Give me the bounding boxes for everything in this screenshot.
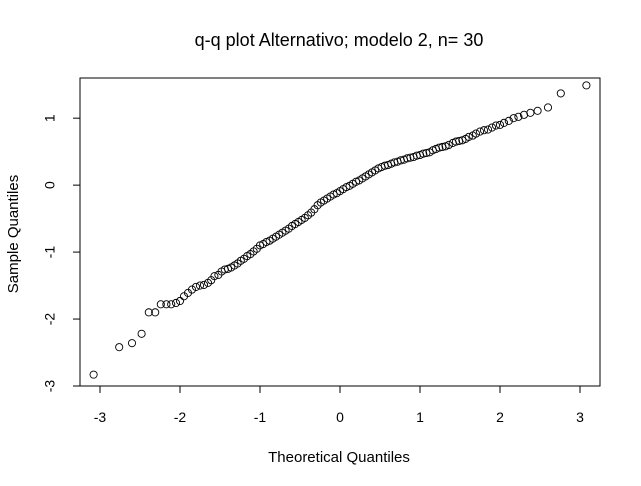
y-tick-label: -1 <box>42 246 58 259</box>
data-point <box>495 120 505 129</box>
data-point <box>487 123 497 132</box>
y-tick-label: -3 <box>42 380 58 393</box>
data-point <box>464 132 473 141</box>
data-point <box>115 343 124 352</box>
data-point <box>533 106 542 115</box>
data-points <box>89 81 591 379</box>
data-point <box>504 116 513 125</box>
x-tick-label: -3 <box>94 409 107 425</box>
data-point <box>403 154 412 163</box>
y-axis: -3 -2 -1 0 1 <box>42 114 81 393</box>
data-point <box>514 112 523 121</box>
data-point <box>89 370 98 379</box>
chart-title: q-q plot Alternativo; modelo 2, n= 30 <box>195 30 484 50</box>
x-axis: -3 -2 -1 0 1 2 3 <box>94 385 584 425</box>
data-point <box>419 149 428 158</box>
plot-frame <box>79 77 601 387</box>
x-tick-label: -2 <box>174 409 187 425</box>
data-point <box>151 308 160 317</box>
data-point <box>435 143 444 152</box>
x-tick-label: 3 <box>576 409 584 425</box>
data-point <box>127 339 137 348</box>
data-point <box>509 114 518 123</box>
data-point <box>451 137 461 146</box>
data-point <box>499 118 509 127</box>
x-tick-label: 1 <box>416 409 424 425</box>
data-point <box>162 300 171 309</box>
y-axis-label: Sample Quantiles <box>5 175 22 293</box>
data-point <box>543 103 553 112</box>
data-point <box>171 298 181 308</box>
data-point <box>137 329 146 338</box>
data-point <box>556 89 565 98</box>
x-tick-label: 0 <box>336 409 344 425</box>
y-tick-label: -2 <box>42 313 58 326</box>
data-point <box>175 296 185 306</box>
data-point <box>199 280 209 289</box>
data-point <box>582 81 591 90</box>
data-point <box>471 129 481 138</box>
y-tick-label: 1 <box>42 114 58 122</box>
data-point <box>156 300 165 309</box>
x-tick-label: -1 <box>254 409 267 425</box>
data-point <box>483 125 493 134</box>
data-point <box>144 308 153 317</box>
data-point <box>475 127 485 136</box>
data-point <box>187 285 197 294</box>
data-point <box>526 108 535 117</box>
data-point <box>491 121 501 130</box>
x-axis-label: Theoretical Quantiles <box>268 449 410 466</box>
data-point <box>444 140 453 150</box>
data-point <box>195 281 205 290</box>
y-tick-label: 0 <box>42 181 58 189</box>
x-tick-label: 2 <box>496 409 504 425</box>
data-point <box>210 272 219 281</box>
data-point <box>479 126 489 135</box>
data-point <box>167 300 176 309</box>
data-point <box>191 282 201 291</box>
